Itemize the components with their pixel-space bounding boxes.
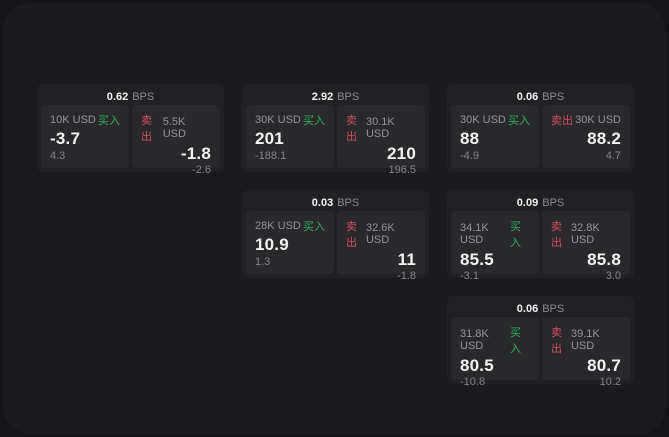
- buy-notional: 30K USD: [460, 114, 506, 126]
- sell-tile[interactable]: 卖出 32.8K USD 85.8 3.0: [542, 211, 630, 282]
- sell-tile[interactable]: 卖出 30K USD 88.2 4.7: [542, 105, 630, 168]
- app-panel: 0.62 BPS 10K USD 买入 -3.7 4.3 卖出 5.5K USD…: [3, 3, 666, 434]
- bps-unit-label: BPS: [337, 196, 360, 209]
- buy-notional: 28K USD: [255, 220, 301, 232]
- bps-unit-label: BPS: [132, 90, 155, 103]
- card-header: 0.62 BPS: [41, 88, 220, 105]
- sell-side-label: 卖出: [141, 115, 152, 143]
- sell-price: 88.2: [587, 129, 621, 148]
- buy-side-label: 买入: [508, 115, 530, 127]
- buy-price: 85.5: [460, 250, 494, 269]
- buy-side-label: 买入: [510, 221, 522, 249]
- sell-notional: 39.1K USD: [570, 328, 600, 352]
- buy-tile[interactable]: 30K USD 买入 201 -188.1: [246, 105, 334, 168]
- card-header: 0.09 BPS: [451, 194, 630, 211]
- buy-tile[interactable]: 10K USD 买入 -3.7 4.3: [41, 105, 129, 168]
- card-header: 0.06 BPS: [451, 88, 630, 105]
- spread-card: 0.06 BPS 30K USD 买入 88 -4.9 卖出 30K USD 8…: [447, 84, 634, 172]
- spread-card: 0.09 BPS 34.1K USD 买入 85.5 -3.1 卖出 32.8K…: [447, 190, 634, 282]
- buy-side-label: 买入: [303, 221, 325, 233]
- bps-value: 0.06: [516, 90, 539, 103]
- buy-notional: 10K USD: [50, 114, 96, 126]
- bps-unit-label: BPS: [337, 90, 360, 103]
- buy-notional: 34.1K USD: [460, 222, 489, 246]
- bps-unit-label: BPS: [542, 196, 565, 209]
- bps-value: 0.09: [516, 196, 539, 209]
- sell-tile[interactable]: 卖出 32.6K USD 11 -1.8: [337, 211, 425, 282]
- card-header: 0.06 BPS: [451, 300, 630, 317]
- buy-tile[interactable]: 28K USD 买入 10.9 1.3: [246, 211, 334, 274]
- sell-delta: -1.8: [397, 270, 416, 282]
- sell-side-label: 卖出: [346, 115, 357, 143]
- card-header: 0.03 BPS: [246, 194, 425, 211]
- bps-unit-label: BPS: [542, 90, 565, 103]
- sell-tile[interactable]: 卖出 30.1K USD 210 196.5: [337, 105, 425, 176]
- card-header: 2.92 BPS: [246, 88, 425, 105]
- buy-tile[interactable]: 34.1K USD 买入 85.5 -3.1: [451, 211, 539, 282]
- buy-price: 80.5: [460, 356, 494, 375]
- sell-notional: 32.8K USD: [570, 222, 600, 246]
- buy-price: 201: [255, 129, 284, 148]
- sell-notional: 5.5K USD: [162, 116, 186, 140]
- buy-notional: 31.8K USD: [460, 328, 489, 352]
- bps-value: 2.92: [311, 90, 334, 103]
- sell-side-label: 卖出: [551, 115, 573, 127]
- buy-notional: 30K USD: [255, 114, 301, 126]
- buy-delta: -188.1: [255, 150, 287, 162]
- sell-notional: 32.6K USD: [365, 222, 395, 246]
- buy-delta: 4.3: [50, 150, 66, 162]
- sell-side-label: 卖出: [346, 221, 357, 249]
- sell-price: 85.8: [587, 250, 621, 269]
- buy-price: 88: [460, 129, 480, 148]
- buy-price: -3.7: [50, 129, 81, 148]
- bps-value: 0.03: [311, 196, 334, 209]
- buy-delta: -10.8: [460, 376, 486, 388]
- sell-price: 80.7: [587, 356, 621, 375]
- sell-delta: 4.7: [605, 150, 621, 162]
- buy-delta: 1.3: [255, 256, 271, 268]
- spread-card: 2.92 BPS 30K USD 买入 201 -188.1 卖出 30.1K …: [242, 84, 429, 176]
- sell-price: -1.8: [180, 144, 211, 163]
- sell-price: 210: [387, 144, 416, 163]
- sell-tile[interactable]: 卖出 5.5K USD -1.8 -2.6: [132, 105, 220, 176]
- sell-side-label: 卖出: [551, 327, 562, 355]
- sell-tile[interactable]: 卖出 39.1K USD 80.7 10.2: [542, 317, 630, 388]
- sell-delta: -2.6: [192, 164, 211, 176]
- sell-price: 11: [397, 250, 416, 269]
- bps-unit-label: BPS: [542, 302, 565, 315]
- sell-side-label: 卖出: [551, 221, 562, 249]
- sell-delta: 3.0: [605, 270, 621, 282]
- buy-tile[interactable]: 30K USD 买入 88 -4.9: [451, 105, 539, 168]
- buy-side-label: 买入: [303, 115, 325, 127]
- spread-card: 0.06 BPS 31.8K USD 买入 80.5 -10.8 卖出 39.1…: [447, 296, 634, 388]
- sell-notional: 30K USD: [575, 114, 621, 126]
- sell-delta: 10.2: [599, 376, 621, 388]
- bps-value: 0.06: [516, 302, 539, 315]
- buy-side-label: 买入: [98, 115, 120, 127]
- buy-delta: -4.9: [460, 150, 479, 162]
- buy-tile[interactable]: 31.8K USD 买入 80.5 -10.8: [451, 317, 539, 388]
- sell-notional: 30.1K USD: [365, 116, 395, 140]
- buy-price: 10.9: [255, 235, 289, 254]
- buy-delta: -3.1: [460, 270, 479, 282]
- buy-side-label: 买入: [510, 327, 522, 355]
- sell-delta: 196.5: [388, 164, 416, 176]
- spread-card: 0.03 BPS 28K USD 买入 10.9 1.3 卖出 32.6K US…: [242, 190, 429, 282]
- bps-value: 0.62: [106, 90, 129, 103]
- spread-card: 0.62 BPS 10K USD 买入 -3.7 4.3 卖出 5.5K USD…: [37, 84, 224, 176]
